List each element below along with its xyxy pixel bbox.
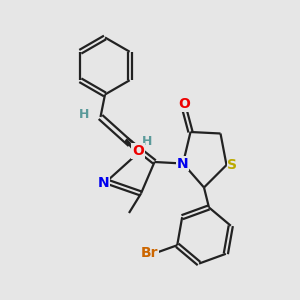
Text: H: H <box>79 107 89 121</box>
Text: H: H <box>142 134 152 148</box>
Text: O: O <box>132 144 144 158</box>
Text: S: S <box>227 158 238 172</box>
Text: N: N <box>177 157 188 170</box>
Text: N: N <box>98 176 109 190</box>
Text: O: O <box>178 98 190 111</box>
Text: Br: Br <box>141 246 158 260</box>
